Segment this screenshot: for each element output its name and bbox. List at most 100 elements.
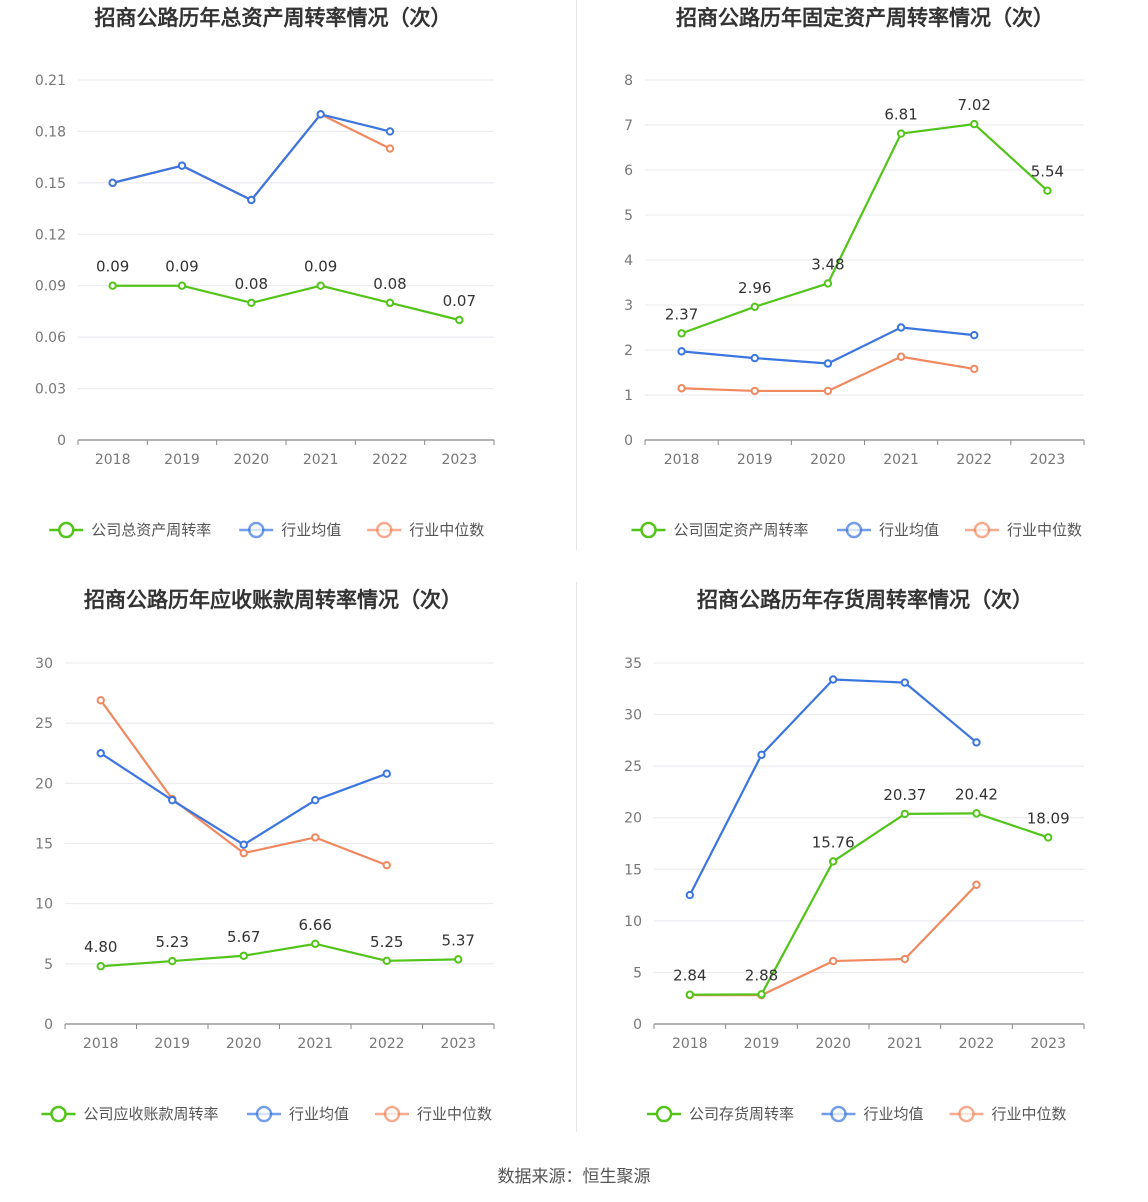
data-label: 5.23: [156, 933, 189, 951]
data-point-company[interactable]: [247, 298, 256, 308]
data-point-median[interactable]: [382, 860, 391, 870]
legend-item-company[interactable]: 公司总资产周转率: [49, 521, 211, 539]
data-point-avg[interactable]: [677, 347, 686, 356]
data-point-median[interactable]: [970, 364, 979, 374]
data-point-company[interactable]: [896, 129, 906, 138]
data-point-avg[interactable]: [108, 178, 117, 188]
data-point-company[interactable]: [455, 315, 464, 325]
legend-item-company[interactable]: 公司存货周转率: [647, 1105, 794, 1123]
data-point-company[interactable]: [970, 119, 979, 129]
data-point-avg[interactable]: [972, 738, 981, 747]
y-tick-label: 0: [633, 1017, 642, 1033]
data-point-median[interactable]: [896, 352, 906, 361]
data-point-avg[interactable]: [896, 323, 906, 332]
legend-item-company[interactable]: 公司固定资产周转率: [631, 521, 809, 539]
data-point-company[interactable]: [1043, 833, 1053, 842]
data-point-company[interactable]: [972, 809, 981, 818]
legend-label: 公司固定资产周转率: [674, 521, 809, 539]
legend-marker-icon: [830, 1105, 847, 1123]
legend-item-median[interactable]: 行业中位数: [949, 1105, 1067, 1123]
legend-label: 行业均值: [864, 1105, 924, 1123]
legend-item-median[interactable]: 行业中位数: [367, 521, 484, 539]
chart-svg: 招商公路历年存货周转率情况（次） 0 5 10 15 20 25 30 35 2018 2019 20…: [624, 588, 1085, 1123]
data-point-company[interactable]: [454, 955, 463, 964]
data-label: 20.37: [883, 786, 926, 804]
data-point-company[interactable]: [677, 329, 686, 338]
data-point-avg[interactable]: [685, 890, 695, 900]
data-point-avg[interactable]: [168, 795, 177, 805]
legend-item-median[interactable]: 行业中位数: [965, 521, 1082, 539]
data-point-company[interactable]: [828, 857, 838, 866]
data-point-median[interactable]: [972, 880, 981, 889]
data-point-avg[interactable]: [96, 749, 105, 758]
data-point-company[interactable]: [382, 956, 391, 966]
chart-title: 招商公路历年存货周转率情况（次）: [697, 588, 1033, 612]
data-point-avg[interactable]: [385, 127, 395, 136]
data-point-median[interactable]: [750, 386, 759, 396]
data-point-avg[interactable]: [823, 359, 833, 368]
y-tick-label: 5: [624, 208, 633, 224]
y-tick-label: 0.12: [35, 227, 66, 243]
legend-item-avg[interactable]: 行业均值: [821, 1105, 924, 1123]
x-tick-label: 2021: [887, 1036, 923, 1052]
data-point-avg[interactable]: [177, 161, 187, 170]
data-point-avg[interactable]: [970, 330, 979, 340]
data-point-company[interactable]: [108, 281, 117, 290]
data-point-median[interactable]: [311, 833, 320, 842]
data-point-avg[interactable]: [311, 795, 320, 805]
data-point-median[interactable]: [823, 386, 833, 396]
y-tick-label: 0.18: [35, 124, 66, 140]
data-point-company[interactable]: [239, 951, 248, 960]
data-label: 0.09: [304, 258, 337, 276]
data-point-company[interactable]: [823, 279, 833, 288]
legend-item-company[interactable]: 公司应收账款周转率: [41, 1105, 219, 1123]
legend-marker-icon: [845, 521, 863, 539]
data-point-company[interactable]: [385, 298, 395, 308]
data-point-company[interactable]: [96, 962, 105, 971]
y-tick-label: 5: [633, 965, 642, 981]
data-point-median[interactable]: [385, 144, 395, 153]
y-tick-label: 2: [624, 343, 633, 359]
y-tick-label: 10: [35, 897, 53, 913]
legend-item-avg[interactable]: 行业均值: [239, 521, 341, 539]
data-point-company[interactable]: [757, 990, 766, 999]
data-point-avg[interactable]: [316, 110, 325, 119]
data-point-company[interactable]: [177, 281, 187, 290]
data-point-median[interactable]: [900, 954, 910, 964]
data-point-avg[interactable]: [239, 840, 248, 849]
data-label: 0.08: [373, 275, 406, 293]
data-point-avg[interactable]: [757, 750, 766, 759]
x-tick-label: 2023: [440, 1036, 476, 1052]
data-point-avg[interactable]: [382, 769, 391, 778]
legend-marker-icon: [248, 521, 265, 539]
data-point-company[interactable]: [1043, 186, 1052, 195]
series-line-median: [689, 883, 978, 997]
data-point-company[interactable]: [900, 809, 910, 819]
data-point-median[interactable]: [239, 848, 248, 858]
legend-item-avg[interactable]: 行业均值: [837, 521, 939, 539]
data-point-company[interactable]: [685, 990, 695, 999]
chart-receivables-turnover: 招商公路历年应收账款周转率情况（次） 0 5 10 15 20 25 30 2018 2019 20…: [0, 582, 574, 1162]
x-tick-label: 2019: [164, 452, 200, 468]
data-point-median[interactable]: [96, 696, 105, 705]
data-point-avg[interactable]: [247, 195, 256, 205]
data-point-median[interactable]: [828, 956, 838, 966]
y-tick-label: 0.21: [35, 73, 66, 89]
data-point-company[interactable]: [316, 281, 325, 290]
data-point-avg[interactable]: [828, 675, 838, 684]
legend-item-avg[interactable]: 行业均值: [247, 1105, 349, 1123]
chart-title: 招商公路历年应收账款周转率情况（次）: [84, 588, 462, 612]
data-label: 4.80: [84, 938, 117, 956]
chart-fixed-asset-turnover: 招商公路历年固定资产周转率情况（次） 0 1 2 3 4 5 6 7 8 2018 2019 2020 2…: [574, 0, 1148, 580]
data-point-avg[interactable]: [750, 353, 759, 363]
data-point-company[interactable]: [168, 956, 177, 966]
y-tick-label: 15: [624, 862, 642, 878]
data-point-avg[interactable]: [900, 678, 910, 687]
data-point-company[interactable]: [311, 939, 320, 949]
x-tick-label: 2023: [1030, 452, 1066, 468]
legend-item-median[interactable]: 行业中位数: [375, 1105, 492, 1123]
y-tick-label: 10: [624, 914, 642, 930]
y-tick-label: 20: [35, 776, 53, 792]
data-point-median[interactable]: [677, 384, 686, 393]
data-point-company[interactable]: [750, 302, 759, 311]
